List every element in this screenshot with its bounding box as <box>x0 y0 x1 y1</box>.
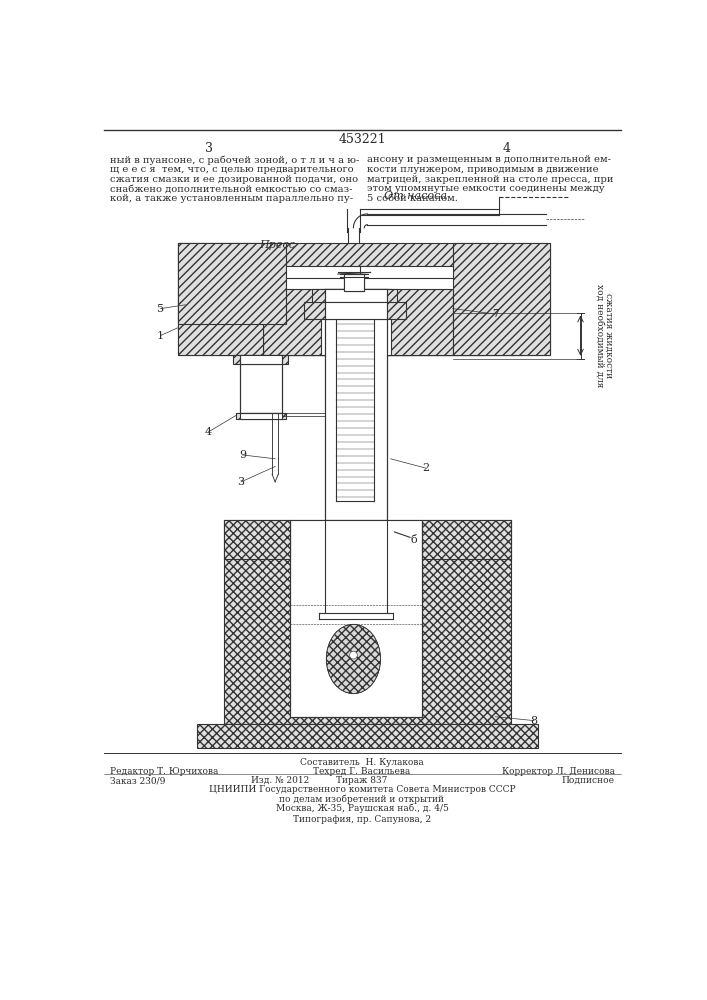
Text: 9: 9 <box>239 450 246 460</box>
Text: этом упомянутые емкости соединены между: этом упомянутые емкости соединены между <box>368 184 605 193</box>
Bar <box>312 289 397 305</box>
Text: 1: 1 <box>157 331 164 341</box>
Bar <box>325 302 387 319</box>
Text: 453221: 453221 <box>338 133 386 146</box>
Bar <box>290 520 421 717</box>
Text: 3: 3 <box>238 477 245 487</box>
Bar <box>321 289 391 355</box>
Text: кости плунжером, приводимым в движение: кости плунжером, приводимым в движение <box>368 165 599 174</box>
Text: матрицей, закрепленной на столе пресса, при: матрицей, закрепленной на столе пресса, … <box>368 175 614 184</box>
Text: 7: 7 <box>492 309 498 319</box>
Text: б: б <box>411 535 417 545</box>
Bar <box>197 724 538 748</box>
Circle shape <box>349 651 357 659</box>
Text: ансону и размещенным в дополнительной ем-: ансону и размещенным в дополнительной ем… <box>368 155 612 164</box>
Text: сжатия жидкости: сжатия жидкости <box>604 293 614 378</box>
Bar <box>452 243 549 355</box>
Text: 4: 4 <box>503 142 511 155</box>
Text: ход необходимый для: ход необходимый для <box>595 284 604 387</box>
Text: снабжено дополнительной емкостью со смаз-: снабжено дополнительной емкостью со смаз… <box>110 184 353 193</box>
Text: Москва, Ж-35, Раушская наб., д. 4/5: Москва, Ж-35, Раушская наб., д. 4/5 <box>276 804 448 813</box>
Text: 5 собой каналом.: 5 собой каналом. <box>368 194 458 203</box>
Bar <box>263 289 452 355</box>
Text: Составитель  Н. Кулакова: Составитель Н. Кулакова <box>300 758 423 767</box>
Text: щ е е с я  тем, что, с целью предварительного: щ е е с я тем, что, с целью предваритель… <box>110 165 354 174</box>
Bar <box>421 520 510 559</box>
Text: сжатия смазки и ее дозированной подачи, оно: сжатия смазки и ее дозированной подачи, … <box>110 175 358 184</box>
Bar <box>344 274 364 291</box>
Bar <box>233 355 288 364</box>
Text: Изд. № 2012: Изд. № 2012 <box>251 776 310 785</box>
Bar <box>240 355 282 413</box>
Text: Техред Г. Васильева: Техред Г. Васильева <box>313 767 411 776</box>
Text: Подписное: Подписное <box>561 776 614 785</box>
Text: Пресс: Пресс <box>259 240 295 250</box>
Bar <box>325 289 387 305</box>
Bar <box>177 243 263 355</box>
Bar <box>344 274 364 291</box>
Text: 4: 4 <box>205 427 212 437</box>
Text: 5: 5 <box>157 304 164 314</box>
Bar <box>235 278 484 355</box>
Text: От насоса: От насоса <box>384 191 447 201</box>
Bar <box>216 266 410 355</box>
Text: 3: 3 <box>204 142 213 155</box>
Text: ный в пуансоне, с рабочей зоной, о т л и ч а ю-: ный в пуансоне, с рабочей зоной, о т л и… <box>110 155 359 165</box>
Text: Редактор Т. Юрчихова: Редактор Т. Юрчихова <box>110 767 218 776</box>
Text: 8: 8 <box>530 716 537 726</box>
Text: Тираж 837: Тираж 837 <box>337 776 387 785</box>
Bar <box>240 413 282 419</box>
Text: 2: 2 <box>422 463 429 473</box>
Bar <box>224 520 510 724</box>
Bar <box>360 266 522 355</box>
Text: по делам изобретений и открытий: по делам изобретений и открытий <box>279 795 445 804</box>
Bar <box>240 355 282 364</box>
Bar <box>177 243 286 324</box>
Bar <box>224 520 290 559</box>
Bar <box>235 413 286 419</box>
Text: кой, а также установленным параллельно пу-: кой, а также установленным параллельно п… <box>110 194 354 203</box>
Text: ЦНИИПИ Государственного комитета Совета Министров СССР: ЦНИИПИ Государственного комитета Совета … <box>209 785 515 794</box>
Ellipse shape <box>327 624 380 694</box>
Text: Корректор Л. Денисова: Корректор Л. Денисова <box>501 767 614 776</box>
Bar <box>304 302 406 319</box>
Bar <box>325 289 387 520</box>
Text: Заказ 230/9: Заказ 230/9 <box>110 776 165 785</box>
Bar <box>177 243 549 355</box>
Text: Типография, пр. Сапунова, 2: Типография, пр. Сапунова, 2 <box>293 815 431 824</box>
